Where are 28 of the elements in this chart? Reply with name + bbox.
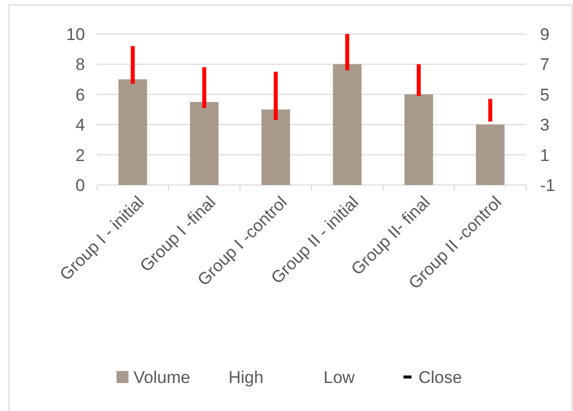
y2-tick-label: 7: [540, 55, 550, 74]
y-tick-label: 0: [76, 176, 85, 195]
y2-tick-label: 9: [540, 24, 550, 44]
y-tick-label: 10: [66, 24, 85, 44]
bar: [416, 64, 421, 96]
bar: [476, 124, 505, 185]
bar: [190, 102, 219, 185]
bar: [345, 34, 350, 70]
bar: [332, 64, 362, 185]
y-tick-label: 4: [76, 116, 85, 135]
legend-label: Close: [418, 368, 462, 387]
y2-tick-label: -1: [540, 176, 556, 195]
bar: [261, 110, 290, 185]
bar: [274, 72, 278, 120]
legend-label: Volume: [134, 368, 190, 387]
text: High: [228, 368, 264, 387]
y2-tick-label: 1: [540, 146, 550, 165]
bar: [202, 67, 206, 108]
y-tick-label: 6: [76, 85, 85, 104]
text: Low: [324, 368, 356, 387]
y-tick-label: 2: [76, 146, 85, 165]
y-tick-label: 8: [76, 55, 85, 74]
bar: [118, 79, 148, 185]
y2-tick-label: 3: [540, 116, 550, 135]
bar: [130, 46, 135, 84]
bar: [404, 94, 434, 185]
y2-tick-label: 5: [540, 85, 550, 104]
bar: [488, 98, 492, 122]
